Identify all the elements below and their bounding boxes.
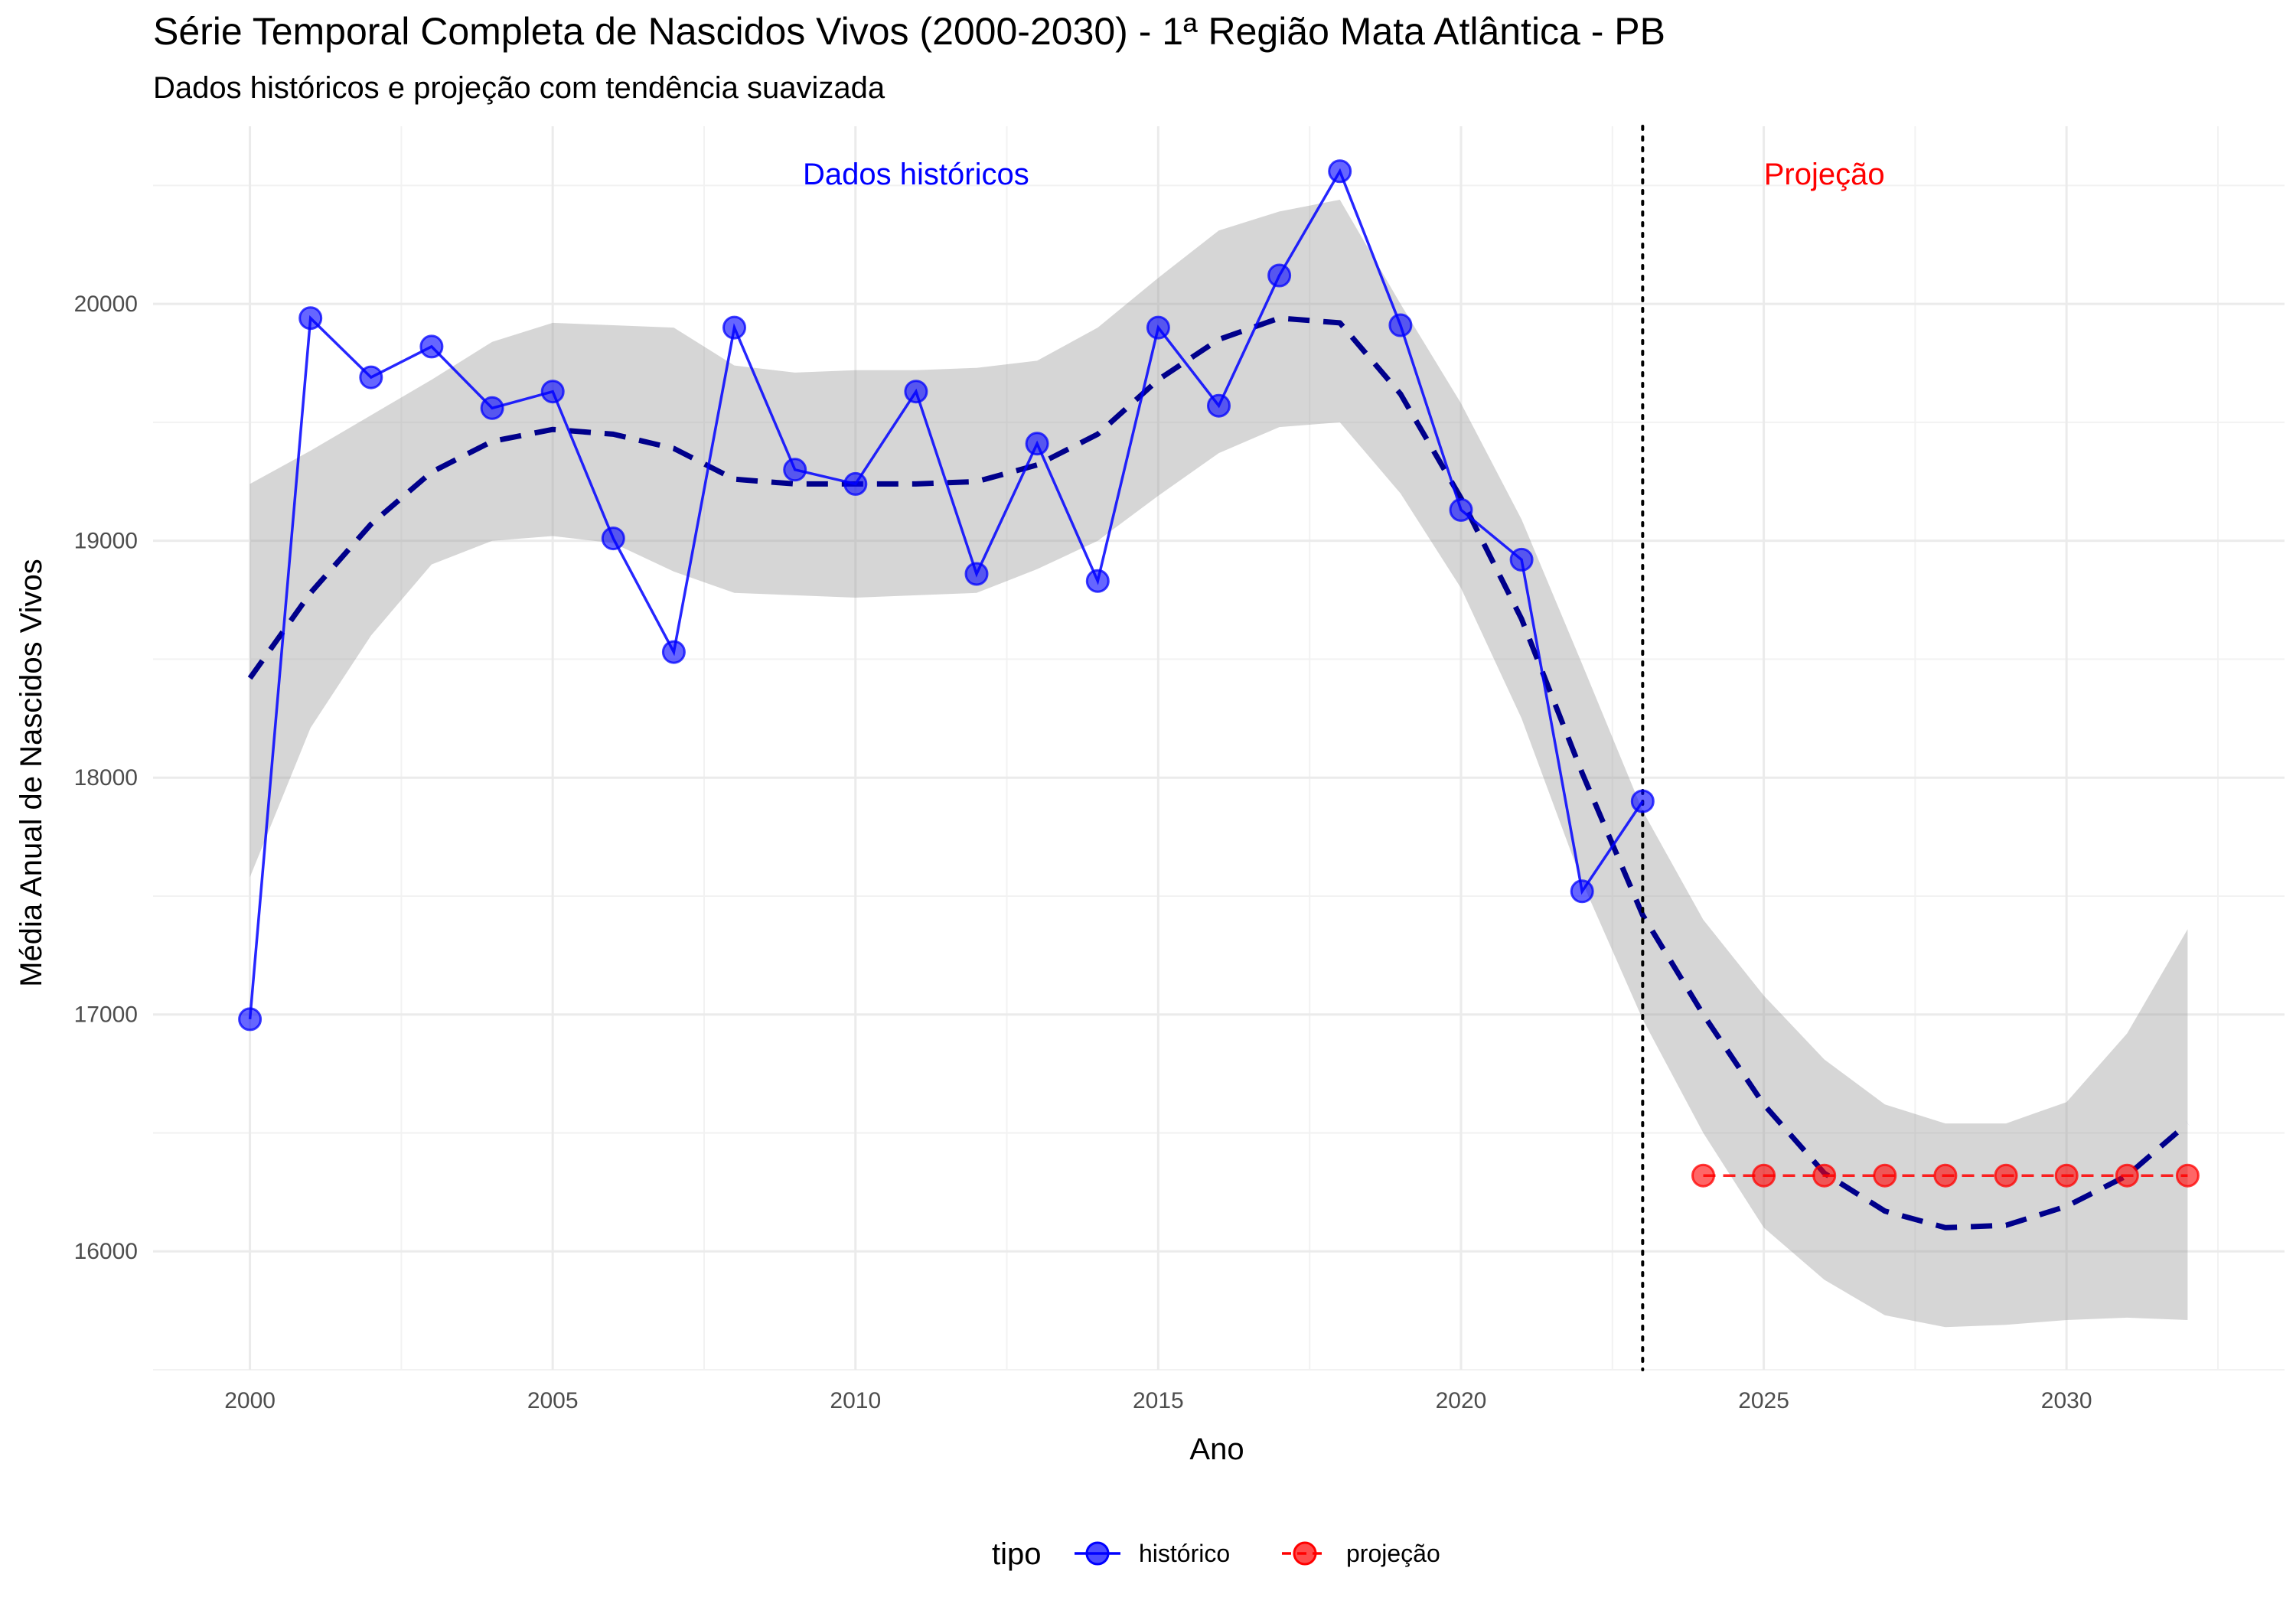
- data-point-histórico: [964, 562, 989, 586]
- x-axis-title: Ano: [1189, 1433, 1244, 1466]
- data-point-histórico: [1025, 432, 1049, 456]
- y-tick-label: 20000: [74, 292, 138, 317]
- data-point-histórico: [783, 458, 807, 482]
- legend: tipo histórico projeção: [992, 1537, 1440, 1571]
- data-point-histórico: [1085, 569, 1110, 593]
- chart-title: Série Temporal Completa de Nascidos Vivo…: [153, 10, 1665, 53]
- data-point-histórico: [419, 334, 444, 359]
- x-tick-label: 2025: [1738, 1388, 1789, 1413]
- data-point-projeção: [2115, 1163, 2139, 1188]
- data-point-projeção: [1752, 1163, 1776, 1188]
- legend-label: projeção: [1346, 1540, 1440, 1567]
- trend-line-group: [247, 315, 2190, 1231]
- data-point-histórico: [1146, 315, 1170, 340]
- annotation-label: Dados históricos: [803, 158, 1029, 191]
- chart-subtitle: Dados históricos e projeção com tendênci…: [153, 71, 885, 105]
- data-point-histórico: [1570, 879, 1594, 904]
- y-tick-label: 19000: [74, 529, 138, 554]
- legend-key-point: [1085, 1541, 1110, 1566]
- x-tick-label: 2005: [527, 1388, 579, 1413]
- legend-label: histórico: [1139, 1540, 1230, 1567]
- y-tick-label: 16000: [74, 1239, 138, 1264]
- data-point-histórico: [1267, 263, 1292, 288]
- y-tick-label: 18000: [74, 765, 138, 790]
- legend-title: tipo: [992, 1537, 1042, 1571]
- data-point-histórico: [1509, 547, 1534, 572]
- x-tick-label: 2000: [224, 1388, 276, 1413]
- data-point-histórico: [722, 315, 746, 340]
- annotation-group: Dados históricos Projeção: [803, 158, 1885, 191]
- series-group: [238, 159, 2200, 1188]
- data-point-histórico: [540, 380, 565, 404]
- data-point-histórico: [904, 380, 928, 404]
- grid-lines: [153, 126, 2285, 1371]
- legend-key-point: [1293, 1541, 1317, 1566]
- data-point-histórico: [1328, 159, 1352, 184]
- data-point-histórico: [359, 365, 383, 390]
- data-point-histórico: [1630, 789, 1655, 813]
- y-axis-title: Média Anual de Nascidos Vivos: [15, 559, 48, 987]
- data-point-histórico: [1388, 313, 1413, 337]
- tick-labels: 2000 2005 2010 2015 2020 2025 2030 16000 17000 18…: [74, 292, 2092, 1413]
- annotation-label: Projeção: [1764, 158, 1885, 191]
- x-tick-label: 2010: [830, 1388, 881, 1413]
- data-point-histórico: [480, 396, 504, 420]
- data-point-projeção: [1873, 1163, 1897, 1188]
- data-point-histórico: [1207, 393, 1231, 418]
- x-tick-label: 2020: [1436, 1388, 1487, 1413]
- data-point-histórico: [1449, 497, 1473, 522]
- series-line-histórico: [248, 168, 1644, 1020]
- data-point-projeção: [2054, 1163, 2079, 1188]
- data-point-histórico: [298, 306, 323, 331]
- confidence-band: [249, 200, 2188, 1328]
- confidence-band-group: [249, 200, 2188, 1328]
- data-point-histórico: [601, 526, 625, 551]
- data-point-projeção: [2175, 1163, 2200, 1188]
- y-tick-label: 17000: [74, 1002, 138, 1028]
- data-point-histórico: [238, 1007, 263, 1032]
- trend-line: [247, 315, 2190, 1231]
- x-tick-label: 2030: [2041, 1388, 2092, 1413]
- data-point-projeção: [1812, 1163, 1837, 1188]
- x-tick-label: 2015: [1133, 1388, 1184, 1413]
- data-point-projeção: [1994, 1163, 2018, 1188]
- data-point-histórico: [661, 640, 686, 664]
- data-point-histórico: [843, 471, 868, 496]
- data-point-projeção: [1691, 1163, 1715, 1188]
- data-point-projeção: [1933, 1163, 1958, 1188]
